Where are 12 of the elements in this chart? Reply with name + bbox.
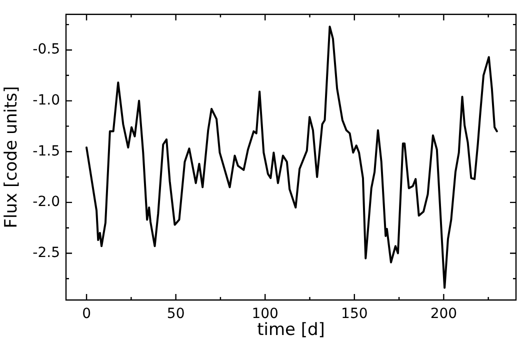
y-tick-label: -2.0 — [32, 194, 60, 210]
x-tick-label: 150 — [341, 306, 368, 322]
y-tick-label: -1.5 — [32, 143, 60, 160]
y-axis-title: Flux [code units] — [2, 86, 22, 228]
x-tick-label: 0 — [82, 306, 91, 322]
y-tick-label: -2.5 — [32, 244, 60, 261]
x-tick-label: 200 — [430, 306, 458, 322]
x-tick-label: 50 — [166, 306, 185, 322]
y-tick-label: -1.0 — [32, 92, 60, 108]
y-tick-label: -0.5 — [32, 42, 60, 58]
x-axis-title: time [d] — [257, 320, 325, 340]
x-tick-label: 100 — [252, 306, 278, 322]
